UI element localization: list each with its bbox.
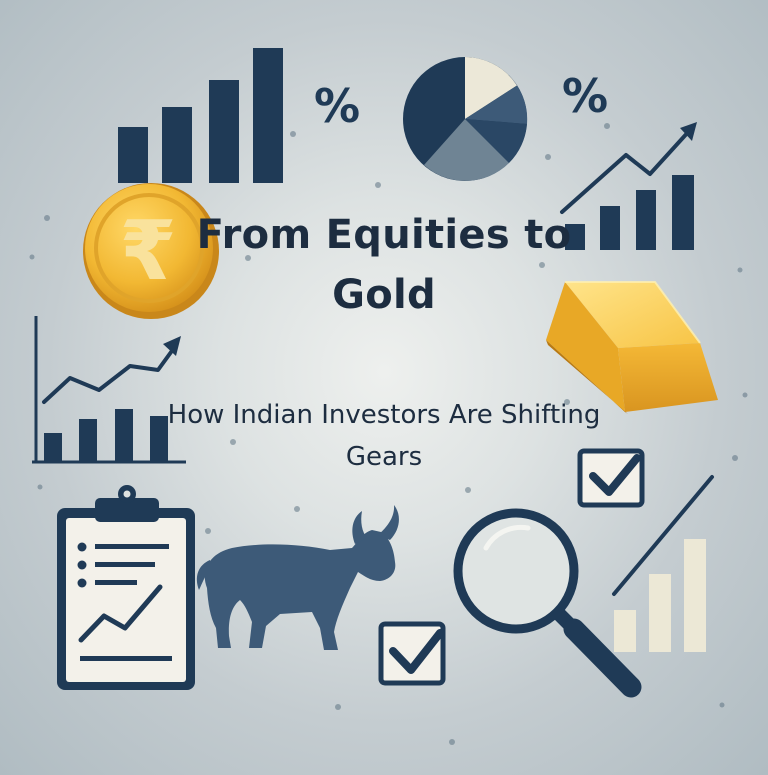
clipboard-report-icon bbox=[57, 485, 195, 690]
percent-icon: % bbox=[314, 79, 360, 133]
bar-chart-icon bbox=[612, 475, 714, 652]
headline-title: From Equities to Gold bbox=[196, 212, 572, 318]
checkbox-checked-icon bbox=[378, 621, 446, 686]
gold-bar-icon bbox=[546, 281, 718, 414]
bull-icon bbox=[196, 505, 399, 650]
bar-chart-icon bbox=[118, 48, 283, 183]
checkbox-checked-icon bbox=[577, 448, 645, 508]
trend-up-chart-icon bbox=[32, 316, 186, 464]
rupee-coin-icon: ₹ bbox=[83, 183, 219, 319]
headline-subtitle: How Indian Investors Are Shifting Gears bbox=[167, 400, 601, 472]
pie-chart-icon bbox=[403, 57, 528, 181]
trend-up-chart-icon bbox=[560, 122, 697, 250]
background-dots bbox=[29, 123, 748, 745]
percent-icon: % bbox=[562, 69, 608, 123]
magnifying-glass-icon bbox=[453, 508, 642, 698]
rupee-symbol: ₹ bbox=[119, 204, 176, 299]
